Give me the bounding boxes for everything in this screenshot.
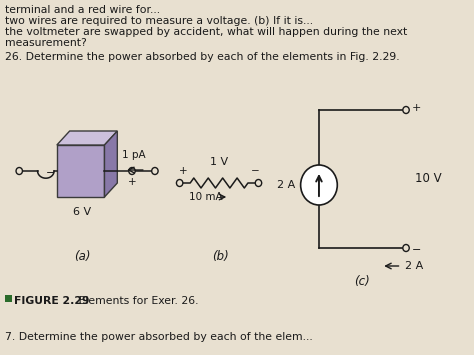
- Text: 7. Determine the power absorbed by each of the elem...: 7. Determine the power absorbed by each …: [6, 332, 313, 342]
- Text: the voltmeter are swapped by accident, what will happen during the next: the voltmeter are swapped by accident, w…: [6, 27, 408, 37]
- Circle shape: [152, 168, 158, 175]
- Text: −: −: [411, 245, 421, 255]
- Text: (c): (c): [354, 275, 370, 288]
- Circle shape: [129, 168, 135, 175]
- Circle shape: [403, 106, 409, 114]
- Text: +: +: [411, 103, 421, 113]
- Text: −: −: [46, 168, 55, 178]
- Text: Elements for Exer. 26.: Elements for Exer. 26.: [75, 296, 199, 306]
- Text: 6 V: 6 V: [73, 207, 91, 217]
- Polygon shape: [57, 145, 104, 197]
- Polygon shape: [104, 131, 118, 197]
- Text: 26. Determine the power absorbed by each of the elements in Fig. 2.29.: 26. Determine the power absorbed by each…: [6, 52, 400, 62]
- Text: (a): (a): [74, 250, 91, 263]
- Polygon shape: [6, 295, 12, 302]
- Text: terminal and a red wire for...: terminal and a red wire for...: [6, 5, 161, 15]
- Circle shape: [403, 245, 409, 251]
- Circle shape: [255, 180, 262, 186]
- Text: −: −: [250, 166, 259, 176]
- Text: two wires are required to measure a voltage. (b) If it is...: two wires are required to measure a volt…: [6, 16, 314, 26]
- Text: 1 pA: 1 pA: [121, 150, 145, 160]
- Polygon shape: [57, 131, 118, 145]
- Text: 1 V: 1 V: [210, 157, 228, 167]
- Text: 2 A: 2 A: [405, 261, 423, 271]
- Circle shape: [176, 180, 183, 186]
- Text: 2 A: 2 A: [277, 180, 295, 190]
- Text: FIGURE 2.29: FIGURE 2.29: [14, 296, 89, 306]
- Text: 10 V: 10 V: [415, 173, 442, 186]
- Circle shape: [301, 165, 337, 205]
- Circle shape: [16, 168, 22, 175]
- Text: measurement?: measurement?: [6, 38, 87, 48]
- Text: 10 mA: 10 mA: [189, 192, 222, 202]
- Text: +: +: [179, 166, 188, 176]
- Text: +: +: [128, 177, 137, 187]
- Text: (b): (b): [211, 250, 228, 263]
